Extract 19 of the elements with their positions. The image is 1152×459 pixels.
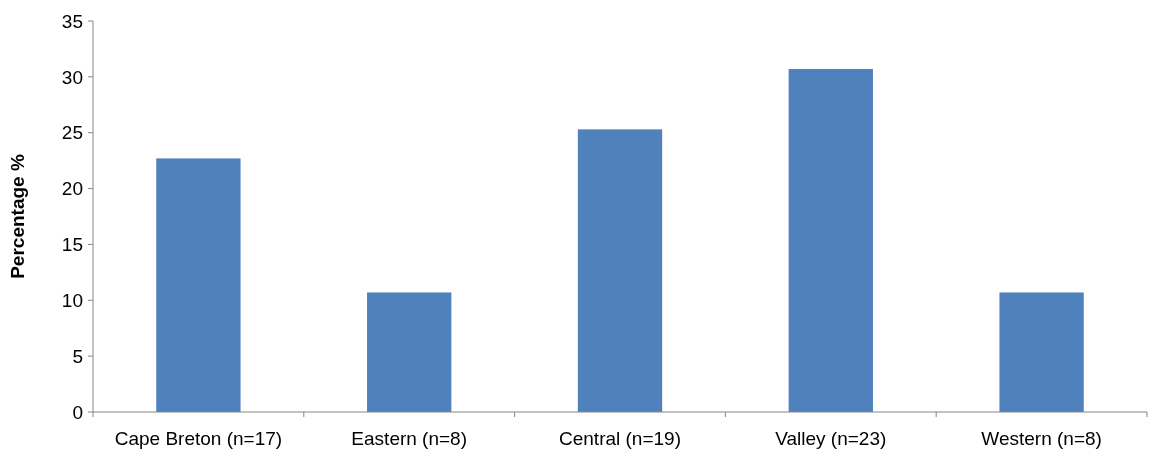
x-tick-label: Eastern (n=8): [351, 428, 468, 449]
y-axis-title: Percentage %: [7, 154, 28, 279]
y-tick-label: 30: [61, 66, 83, 88]
y-tick-label: 25: [61, 122, 83, 144]
x-tick-label: Cape Breton (n=17): [114, 428, 283, 449]
y-tick-label: 35: [61, 10, 83, 32]
bar: [156, 158, 241, 412]
y-tick-label: 15: [61, 234, 83, 256]
x-tick-label: Valley (n=23): [775, 428, 887, 449]
bar: [788, 69, 873, 412]
bar: [999, 292, 1084, 412]
x-tick-label: Western (n=8): [981, 428, 1102, 449]
y-tick-label: 0: [72, 401, 83, 423]
bar: [367, 292, 452, 412]
x-tick-label: Central (n=19): [559, 428, 681, 449]
y-tick-label: 20: [61, 178, 83, 200]
bar: [577, 129, 663, 412]
y-tick-label: 5: [72, 345, 83, 367]
y-tick-label: 10: [61, 289, 83, 311]
